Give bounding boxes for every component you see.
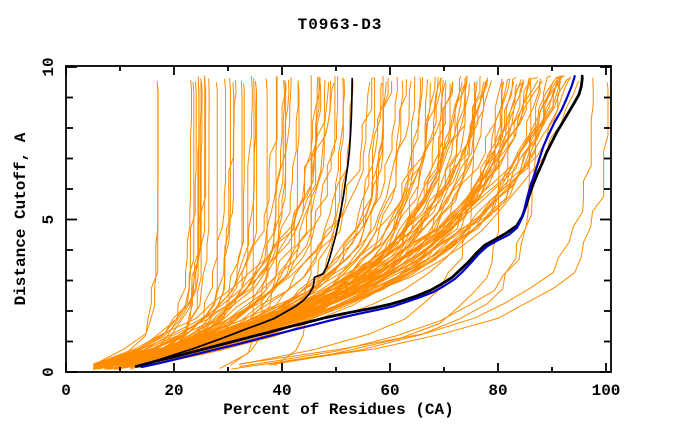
ensemble-curve [268,77,532,366]
x-axis-label: Percent of Residues (CA) [223,401,454,419]
ensemble-curves [92,75,609,370]
ensemble-curve [239,82,541,368]
ensemble-curve [129,80,539,365]
ensemble-curve [118,81,257,366]
ensemble-curve [93,82,454,369]
ensemble-curve [127,78,255,368]
ensemble-curve [95,80,237,367]
x-tick-labels: 0 20 40 60 80 100 [61,382,620,400]
blue-curve [140,75,576,369]
ensemble-curve [95,77,277,369]
ensemble-curve [97,81,562,365]
ensemble-curve [113,81,387,366]
ensemble-curve [100,77,489,367]
axis-ticks [65,66,611,373]
ensemble-curve [117,83,447,368]
ensemble-curve [98,78,207,365]
x-tick-label: 20 [164,382,183,400]
ensemble-curve [239,77,594,365]
ensemble-curve [109,76,571,364]
ensemble-curve [94,77,376,369]
ensemble-curve [117,83,245,364]
y-tick-label: 10 [40,57,58,76]
y-tick-label: 5 [40,215,58,225]
ensemble-curve [97,75,278,369]
ensemble-curve [95,80,243,369]
ensemble-curve [264,82,609,365]
ensemble-curve [93,81,197,367]
ensemble-curve [93,75,206,368]
x-tick-label: 100 [592,382,621,400]
ensemble-curve [129,80,287,368]
x-tick-label: 0 [61,382,71,400]
x-tick-label: 80 [488,382,507,400]
black-thick-curve [134,74,584,368]
ensemble-curve [141,83,451,368]
ensemble-curve [113,82,235,370]
ensemble-curve [109,79,503,367]
ensemble-curve [112,78,559,369]
ensemble-curve [97,78,202,370]
ensemble-curve [94,83,159,365]
ensemble-curve [100,80,192,365]
ensemble-curve [97,77,443,369]
ensemble-curve [97,76,562,367]
ensemble-curve [115,81,203,370]
ensemble-curve [120,82,195,367]
ensemble-curve [92,81,463,365]
y-tick-label: 0 [40,367,58,377]
y-tick-labels: 0 5 10 [40,57,58,376]
ensemble-curve [102,82,525,367]
ensemble-curve [100,76,321,369]
ensemble-curve [94,75,253,365]
ensemble-curve [95,80,447,364]
x-tick-label: 60 [380,382,399,400]
ensemble-curve [109,82,218,364]
ensemble-curve [94,79,525,367]
ensemble-curve [219,82,258,369]
ensemble-curve [129,80,331,370]
ensemble-curve [102,78,542,367]
ensemble-curve [113,80,468,369]
ensemble-curve [104,81,486,370]
ensemble-curve [126,80,299,366]
ensemble-curve [115,81,371,370]
ensemble-curve [93,80,159,368]
x-tick-label: 40 [272,382,291,400]
ensemble-curve [93,79,226,365]
ensemble-curve [230,78,268,366]
ensemble-curve [123,79,285,367]
plot-title: T0963-D3 [297,16,383,34]
black-thin-curve [138,77,354,367]
